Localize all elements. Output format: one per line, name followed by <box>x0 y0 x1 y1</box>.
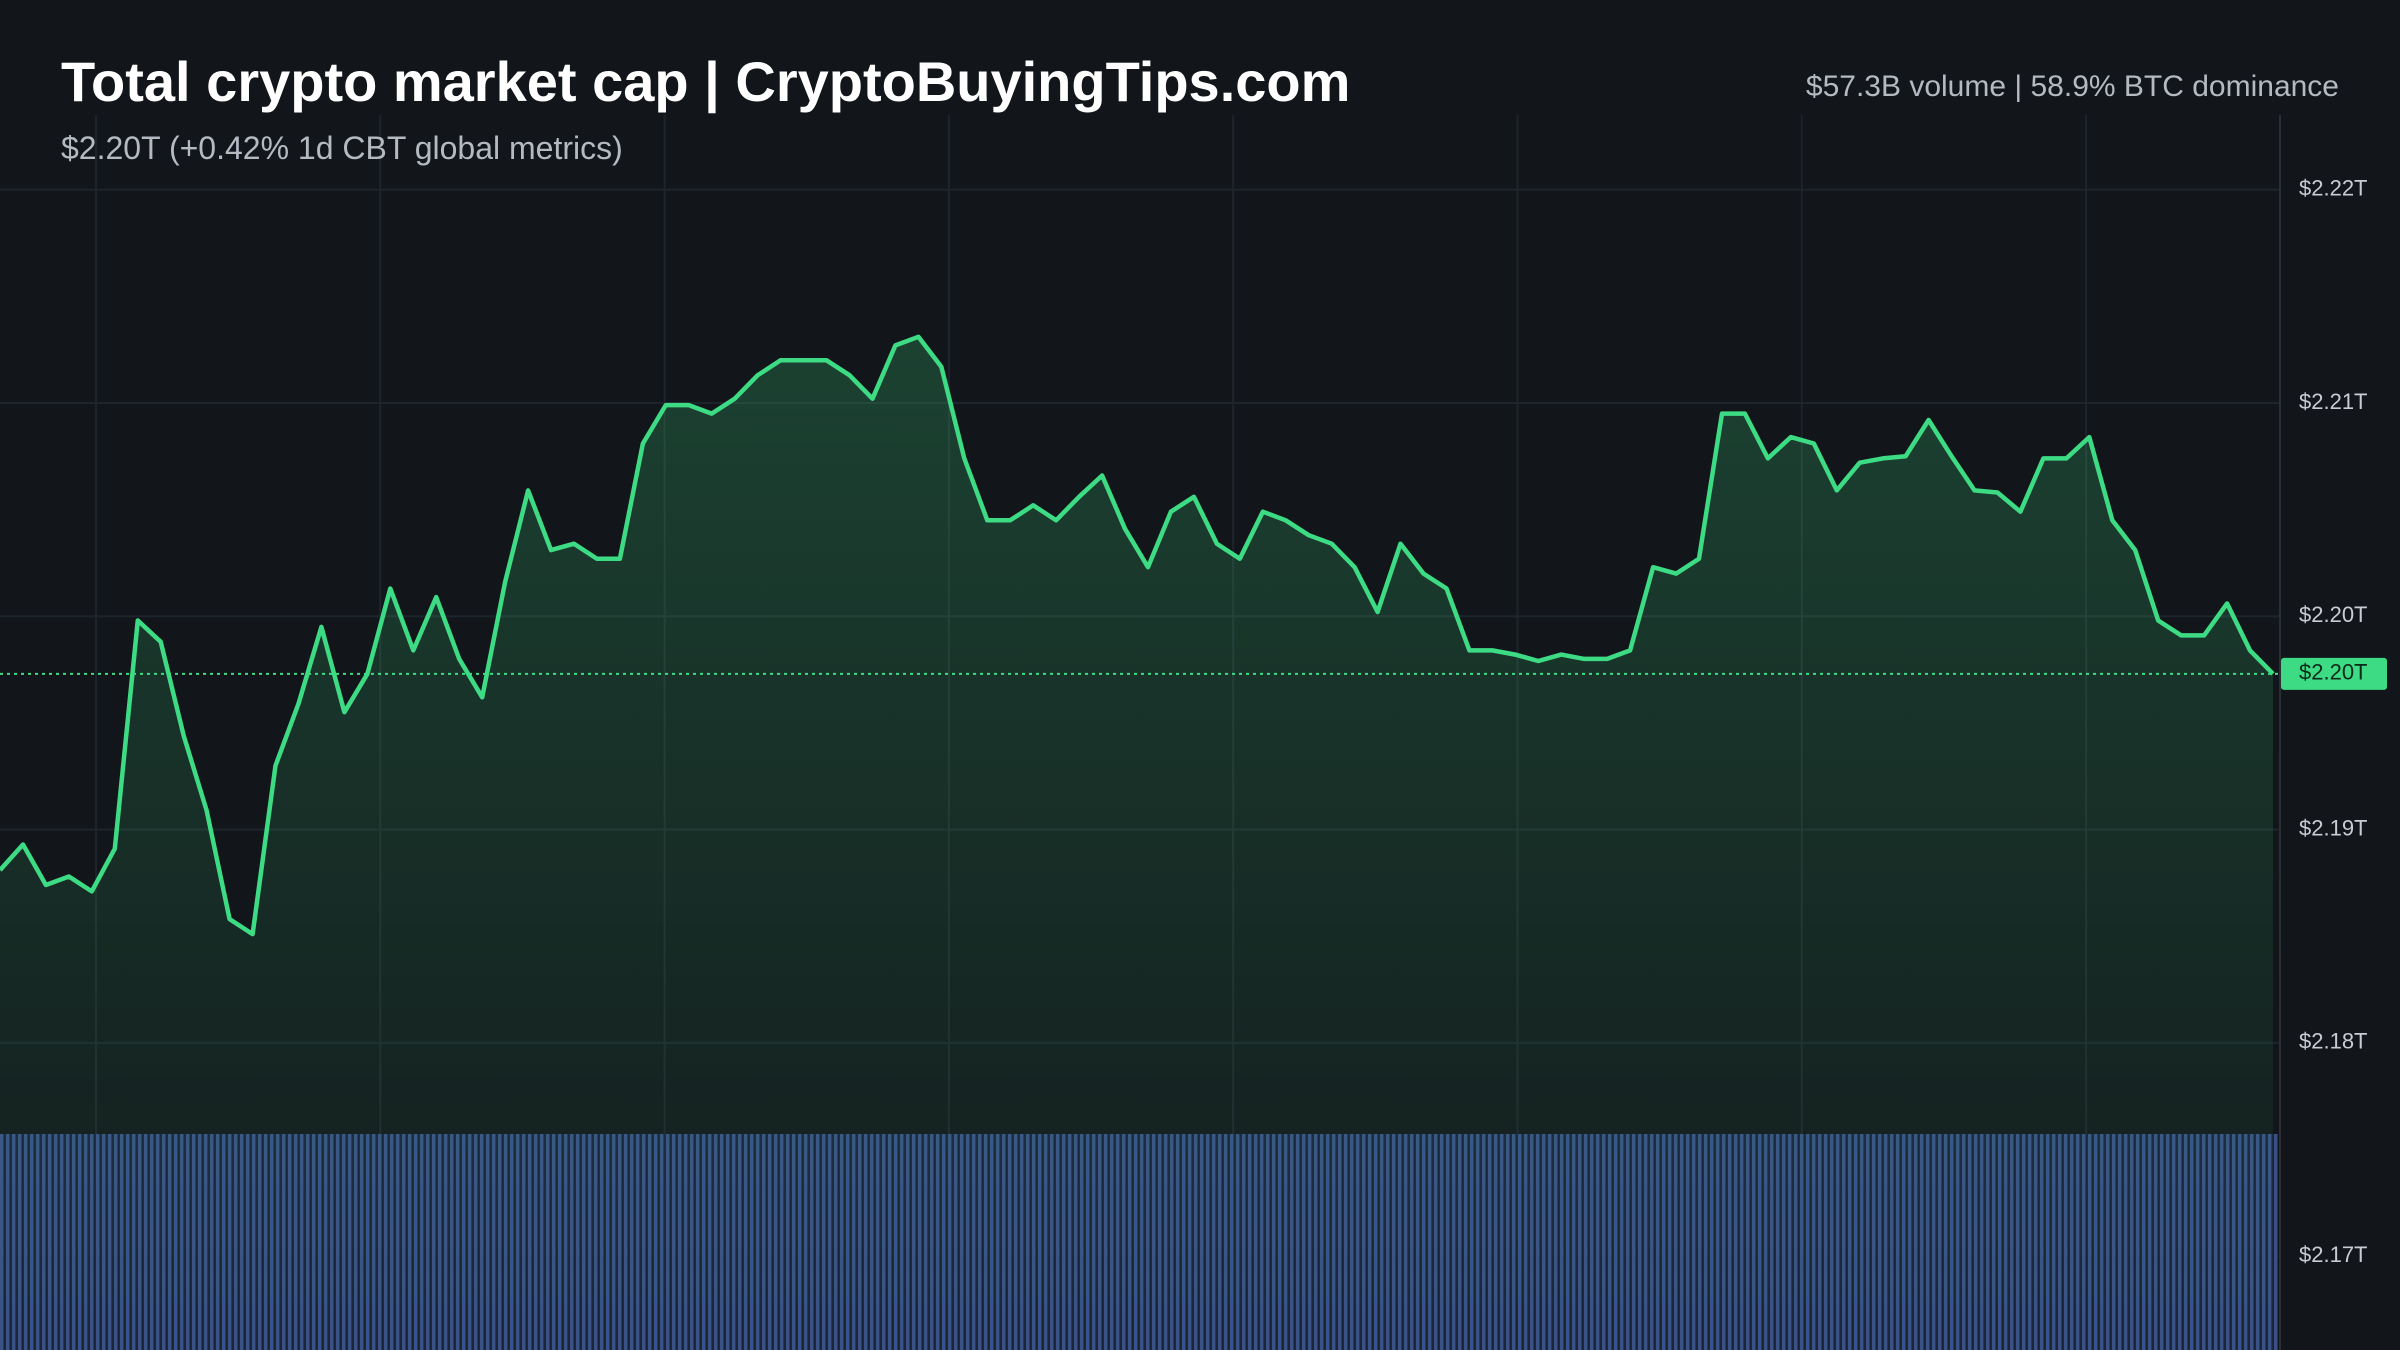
y-tick-label: $2.18T <box>2299 1029 2368 1054</box>
price-line <box>0 334 2275 937</box>
plot <box>0 334 2280 1350</box>
chart-title: Total crypto market cap | CryptoBuyingTi… <box>61 50 1350 114</box>
y-tick-label: $2.19T <box>2299 815 2368 840</box>
last-price-box <box>2281 657 2387 690</box>
area-fill <box>0 336 2273 1350</box>
y-tick-label: $2.20T <box>2299 602 2368 627</box>
y-tick-label: $2.21T <box>2299 389 2368 414</box>
last-price-label: $2.20T <box>2299 660 2368 685</box>
market-stats: $57.3B volume | 58.9% BTC dominance <box>1806 70 2339 103</box>
y-tick-label: $2.17T <box>2299 1242 2368 1267</box>
y-tick-label: $2.22T <box>2299 175 2368 200</box>
chart-subtitle: $2.20T (+0.42% 1d CBT global metrics) <box>61 130 623 166</box>
